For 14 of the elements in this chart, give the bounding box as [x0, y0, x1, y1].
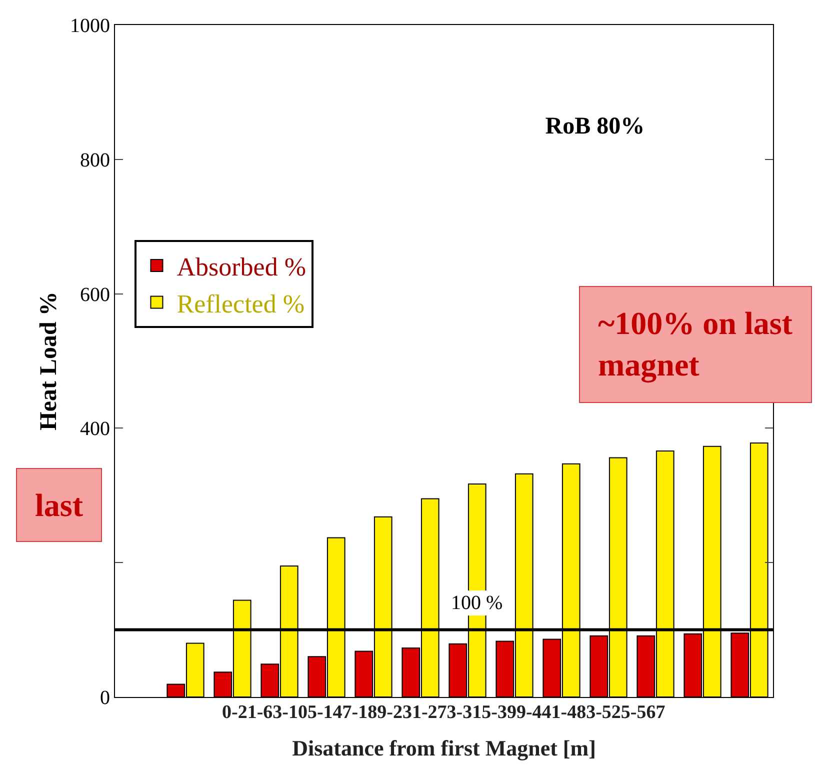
- x-axis-title: Disatance from first Magnet [m]: [292, 735, 596, 760]
- y-tick-label: 600: [80, 284, 110, 306]
- y-axis-title: Heat Load %: [36, 292, 62, 430]
- text: RoB 80%: [545, 113, 645, 140]
- y-tick-label: 1000: [70, 15, 110, 37]
- text: last: [35, 487, 84, 523]
- annotation: ~100% on last magnet: [598, 305, 793, 384]
- y-tick-label: 800: [80, 149, 110, 172]
- legend-label: Reflected %: [176, 289, 305, 318]
- ref-line-label: 100 %: [451, 592, 503, 614]
- y-tick-label: 400: [80, 418, 110, 440]
- text: 0-21-63-105-147-189-231-273-315-399-441-483-525-567: [222, 702, 666, 723]
- y-tick-label: 0: [100, 687, 110, 709]
- legend-label: Absorbed %: [176, 252, 306, 282]
